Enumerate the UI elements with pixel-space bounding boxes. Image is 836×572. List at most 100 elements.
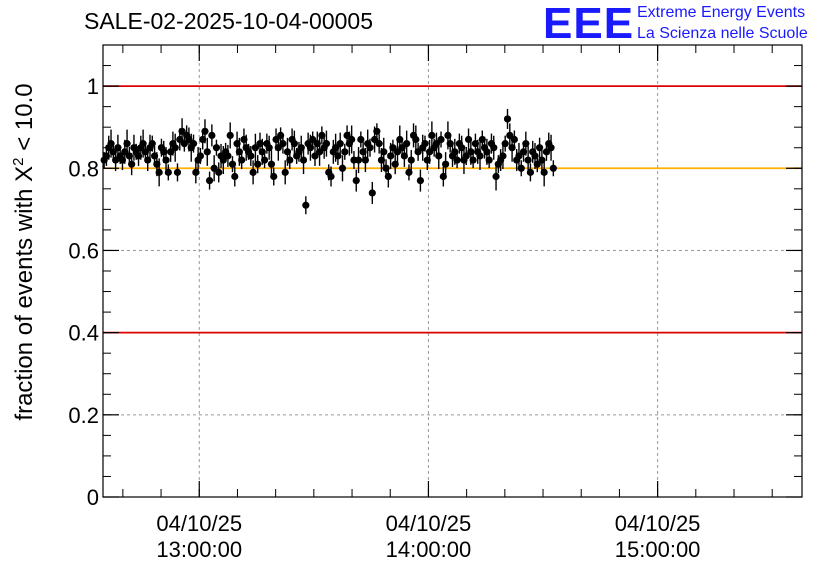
data-point <box>123 140 131 148</box>
logo-mark: EEE <box>543 0 635 48</box>
data-point <box>437 135 445 144</box>
data-point <box>354 156 363 164</box>
data-point <box>238 156 246 164</box>
y-axis-label: fraction of events with X2 < 10.0 <box>10 83 38 420</box>
data-point <box>501 140 509 148</box>
data-point <box>515 152 523 160</box>
data-point <box>173 168 182 176</box>
data-point <box>526 168 535 176</box>
data-point <box>380 148 388 156</box>
data-point <box>492 172 500 181</box>
data-point <box>327 172 335 181</box>
data-point <box>524 156 532 164</box>
x-tick-time: 15:00:00 <box>615 537 701 562</box>
data-point <box>215 168 223 176</box>
x-tick-time: 14:00:00 <box>386 537 472 562</box>
y-tick-label: 0.4 <box>68 321 99 346</box>
data-point <box>421 140 429 148</box>
data-point <box>267 160 276 168</box>
data-point <box>375 140 383 148</box>
data-point <box>547 144 555 152</box>
x-tick-date: 04/10/25 <box>615 511 701 536</box>
data-point <box>290 140 298 148</box>
data-point <box>270 172 278 181</box>
data-point <box>425 148 434 156</box>
data-point <box>164 168 172 176</box>
data-point <box>357 135 365 144</box>
data-point <box>336 140 344 148</box>
data-point <box>414 148 422 156</box>
data-point <box>260 156 269 164</box>
data-point <box>361 156 370 164</box>
data-point <box>322 140 331 148</box>
data-point <box>201 127 209 135</box>
plot-frame <box>102 44 803 498</box>
data-point <box>203 148 211 156</box>
data-point <box>416 177 425 185</box>
data-point <box>453 156 461 164</box>
y-tick-label: 0 <box>87 485 99 510</box>
data-point <box>254 160 262 168</box>
data-point <box>503 115 512 123</box>
data-point <box>533 160 541 168</box>
data-point <box>148 140 156 148</box>
data-point <box>265 144 273 152</box>
data-point <box>389 144 397 152</box>
data-point <box>274 144 282 152</box>
data-point <box>549 164 557 172</box>
tick-labels: 00.20.40.60.8104/10/2513:00:0004/10/2514… <box>68 74 700 562</box>
x-tick-time: 13:00:00 <box>156 537 242 562</box>
data-point <box>315 148 324 156</box>
data-points <box>100 108 557 215</box>
data-point <box>279 140 287 148</box>
data-point <box>373 127 381 135</box>
x-tick-date: 04/10/25 <box>386 511 472 536</box>
data-point <box>540 168 548 176</box>
logo-line-1: Extreme Energy Events <box>637 4 806 21</box>
y-tick-label: 0.8 <box>68 156 99 181</box>
data-point <box>171 144 179 152</box>
data-point <box>462 152 470 160</box>
data-point <box>490 144 498 152</box>
data-point <box>302 201 310 209</box>
data-point <box>442 160 450 168</box>
data-point <box>226 131 234 139</box>
data-point <box>196 152 205 160</box>
data-point <box>485 156 493 164</box>
data-point <box>299 156 308 164</box>
data-point <box>208 131 216 139</box>
data-point <box>412 135 420 144</box>
data-point <box>231 172 239 181</box>
data-point <box>224 152 232 160</box>
data-point <box>162 156 170 164</box>
data-point <box>428 131 436 139</box>
data-point <box>341 148 349 156</box>
data-point <box>499 152 507 160</box>
data-point <box>309 135 317 144</box>
data-point <box>338 164 347 172</box>
data-point <box>510 135 518 144</box>
data-point <box>368 189 376 197</box>
chart-title: SALE-02-2025-10-04-00005 <box>84 8 373 34</box>
data-point <box>155 168 163 176</box>
y-tick-label: 0.6 <box>68 238 99 263</box>
data-point <box>476 152 484 160</box>
data-point <box>405 168 413 176</box>
data-point <box>403 140 411 148</box>
data-point <box>251 144 260 152</box>
data-point <box>247 152 255 160</box>
data-point <box>210 164 218 172</box>
x-tick-date: 04/10/25 <box>156 511 242 536</box>
grid-layer <box>103 45 802 498</box>
data-point <box>435 152 443 160</box>
data-point <box>348 135 356 144</box>
logo-line-2: La Scienza nelle Scuole <box>637 25 808 42</box>
axis-ticks <box>103 44 802 498</box>
data-point <box>469 156 477 164</box>
data-point <box>205 177 214 185</box>
reference-lines <box>103 85 802 334</box>
data-point <box>407 156 415 164</box>
data-point <box>522 140 530 148</box>
data-point <box>128 160 136 168</box>
